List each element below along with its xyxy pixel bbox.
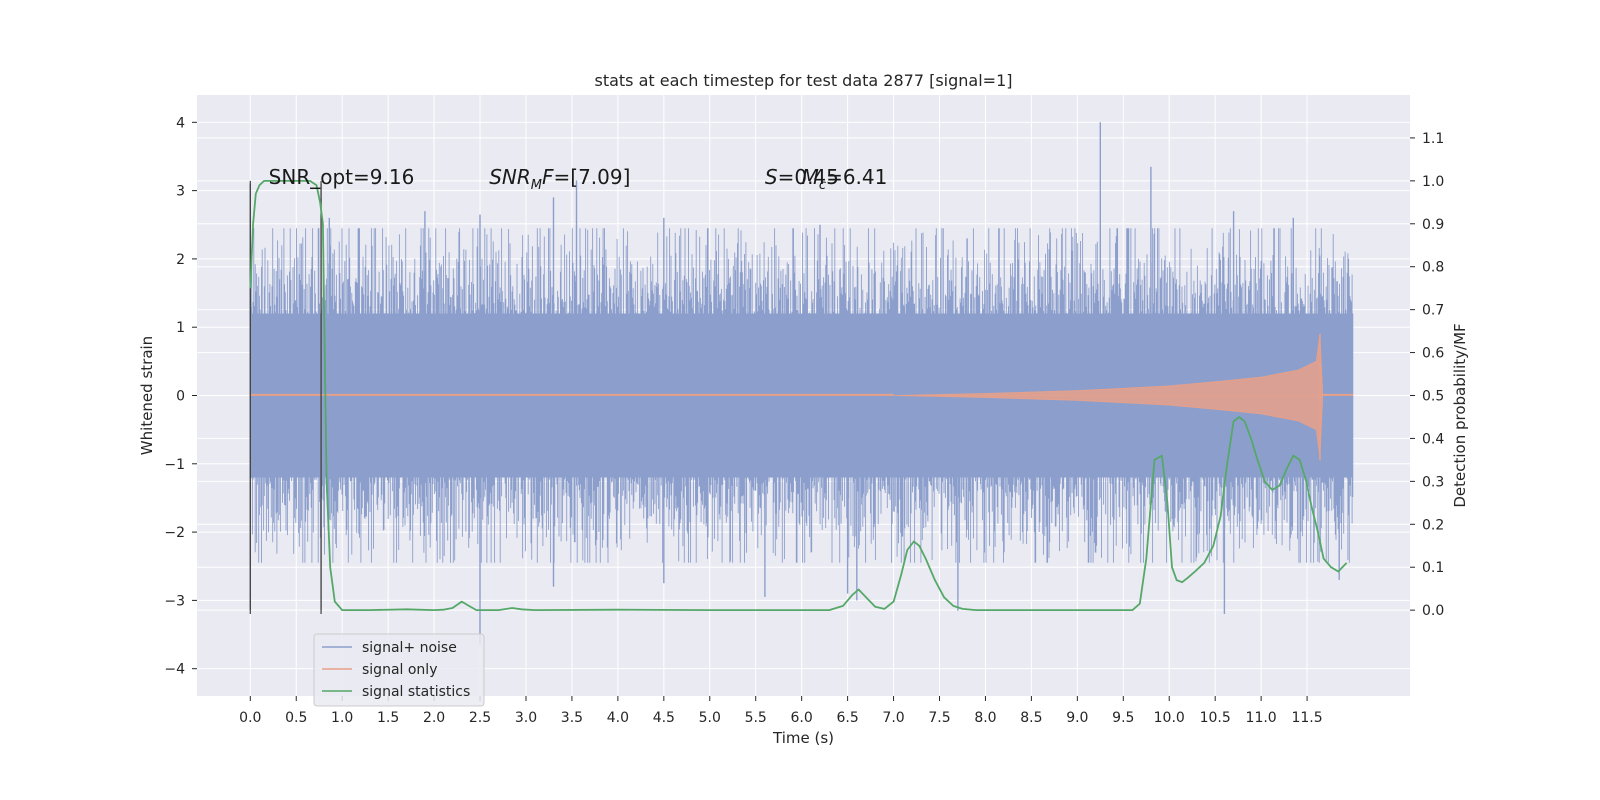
annotation-mc-subscript: c [819, 178, 826, 193]
y-tick-label-left: 4 [176, 115, 185, 131]
annotation-mc-value: =6.41 [826, 165, 887, 189]
y-tick-label-left: 2 [176, 252, 185, 268]
x-tick-label: 7.0 [882, 710, 904, 726]
y-tick-label-left: −4 [164, 662, 185, 678]
legend-box [313, 633, 485, 707]
y-tick-label-right: 0.7 [1422, 303, 1444, 319]
y-tick-label-right: 1.0 [1422, 174, 1444, 190]
x-tick-label: 0.5 [285, 710, 307, 726]
y-tick-label-right: 1.1 [1422, 131, 1444, 147]
annotation-s-symbol: S [765, 165, 778, 189]
x-tick-label: 8.0 [974, 710, 996, 726]
y-tick-label-right: 0.1 [1422, 560, 1444, 576]
chart-title: stats at each timestep for test data 287… [594, 71, 1012, 90]
x-tick-label: 9.5 [1112, 710, 1134, 726]
y-tick-label-right: 0.8 [1422, 260, 1444, 276]
vertical-markers [249, 180, 322, 615]
x-tick-label: 0.0 [239, 710, 261, 726]
annotations: SNR_opt=9.16 SNRMF=[7.09] S=0.45 Mc=6.41 [269, 165, 888, 193]
x-tick-label: 1.0 [331, 710, 353, 726]
annotation-mc: Mc=6.41 [802, 165, 888, 193]
x-tick-label: 3.5 [561, 710, 583, 726]
y-tick-label-left: 1 [176, 320, 185, 336]
x-tick-label: 10.5 [1200, 710, 1231, 726]
y-tick-label-right: 0.9 [1422, 217, 1444, 233]
y-axis-label-right: Detection probability/MF [1451, 323, 1469, 507]
y-tick-label-right: 0.2 [1422, 517, 1444, 533]
y-tick-label-left: 0 [176, 389, 185, 405]
x-tick-label: 11.5 [1291, 710, 1322, 726]
y-tick-label-right: 0.0 [1422, 603, 1444, 619]
x-tick-label: 2.0 [423, 710, 445, 726]
annotation-s: S=0.45 [765, 165, 839, 189]
x-tick-label: 5.5 [745, 710, 767, 726]
x-tick-label: 1.5 [377, 710, 399, 726]
statistics-line [249, 180, 1348, 611]
annotation-snr-mf-value: =[7.09] [554, 165, 631, 189]
x-tick-label: 6.5 [836, 710, 858, 726]
x-tick-label: 7.5 [928, 710, 950, 726]
series-signal-statistics [249, 180, 1348, 611]
annotation-snr-opt: SNR_opt=9.16 [269, 165, 415, 189]
y-tick-label-right: 0.4 [1422, 431, 1444, 447]
y-tick-label-left: −2 [164, 525, 185, 541]
x-tick-label: 5.0 [699, 710, 721, 726]
y-axis-label-left: Whitened strain [138, 336, 156, 455]
y-tick-label-left: −1 [164, 457, 185, 473]
x-axis-label: Time (s) [772, 729, 834, 747]
x-tick-label: 11.0 [1246, 710, 1277, 726]
legend-label-signal-noise: signal+ noise [362, 640, 457, 656]
axis-ticks: 0.0 0.5 1.0 1.5 2.0 2.5 3.0 3.5 4.0 4.5 5.0 5.5 6.0 6… [164, 115, 1444, 726]
x-tick-label: 8.5 [1020, 710, 1042, 726]
annotation-mc-symbol: M [802, 165, 819, 189]
series-signal-only [250, 333, 1354, 461]
plot-content [249, 122, 1354, 645]
annotation-snr-mf: SNRMF=[7.09] [489, 165, 630, 193]
y-tick-label-left: −3 [164, 593, 185, 609]
noise-peaks [328, 122, 1340, 645]
x-tick-label: 9.0 [1066, 710, 1088, 726]
annotation-snr-mf-symbol: SNR [489, 165, 531, 189]
x-tick-label: 4.5 [653, 710, 675, 726]
legend-label-signal-only: signal only [362, 662, 437, 678]
annotation-s-value: =0.45 [778, 165, 839, 189]
x-tick-label: 2.5 [469, 710, 491, 726]
legend-label-signal-statistics: signal statistics [362, 684, 470, 700]
y-tick-label-right: 0.3 [1422, 474, 1444, 490]
x-tick-label: 3.0 [515, 710, 537, 726]
annotation-snr-mf-subscript: M [531, 178, 542, 193]
legend: signal+ noise signal only signal statist… [313, 633, 485, 707]
annotation-snr-mf-letter: F [542, 165, 554, 189]
x-tick-label: 4.0 [607, 710, 629, 726]
y-tick-label-left: 3 [176, 184, 185, 200]
x-tick-label: 6.0 [791, 710, 813, 726]
y-tick-label-right: 0.5 [1422, 389, 1444, 405]
y-tick-label-right: 0.6 [1422, 346, 1444, 362]
x-tick-label: 10.0 [1154, 710, 1185, 726]
